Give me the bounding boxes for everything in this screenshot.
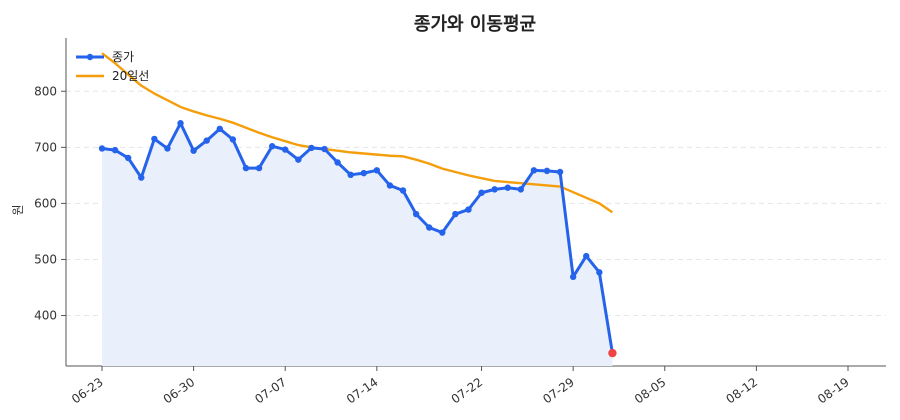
close-point (190, 147, 197, 154)
legend: 종가 20일선 (76, 50, 149, 83)
close-point (295, 156, 302, 163)
y-tick-label: 400 (34, 309, 57, 323)
close-point (203, 137, 210, 144)
y-ticks: 400 500 600 700 800 (34, 84, 66, 323)
legend-label-ma20: 20일선 (112, 69, 149, 83)
close-point (596, 269, 603, 276)
legend-label-close: 종가 (112, 50, 134, 64)
legend-marker-close (86, 53, 94, 61)
close-point (530, 167, 538, 174)
close-point (491, 186, 498, 193)
x-tick-label: 07-14 (344, 375, 381, 406)
close-point (177, 120, 184, 127)
close-point (124, 154, 132, 162)
close-point (412, 210, 420, 218)
close-point (164, 145, 171, 152)
close-point (386, 182, 394, 189)
x-tick-label: 06-23 (69, 375, 106, 406)
close-point (334, 159, 341, 166)
close-point (321, 145, 328, 153)
close-point (543, 167, 551, 175)
close-point (151, 135, 158, 143)
x-tick-label: 08-05 (632, 375, 669, 406)
x-tick-label: 07-22 (449, 375, 486, 406)
x-tick-label: 08-19 (815, 375, 852, 406)
close-point (255, 164, 263, 172)
series-layer (98, 52, 617, 366)
close-point (583, 252, 590, 260)
y-tick-label: 600 (34, 196, 57, 210)
close-point (138, 174, 145, 181)
close-point (478, 189, 485, 196)
x-tick-label: 08-12 (724, 375, 761, 406)
close-point (373, 167, 381, 174)
x-tick-label: 06-30 (161, 375, 198, 406)
close-point (425, 224, 433, 231)
close-point (282, 146, 289, 153)
close-point (242, 164, 250, 172)
close-point (347, 171, 354, 179)
close-point (556, 168, 564, 176)
close-point (308, 144, 315, 152)
chart-title: 종가와 이동평균 (414, 14, 536, 35)
close-point (439, 229, 446, 236)
close-point (360, 169, 367, 177)
x-tick-label: 07-07 (252, 375, 289, 406)
series-line-close (101, 121, 614, 354)
close-point (268, 143, 276, 150)
x-ticks: 06-23 06-30 07-07 07-14 07-22 07-29 08-05 08-12… (69, 366, 852, 406)
y-tick-label: 700 (34, 140, 57, 154)
close-point (399, 187, 407, 194)
y-tick-label: 500 (34, 252, 57, 266)
y-tick-label: 800 (34, 84, 57, 98)
x-tick-label: 07-29 (540, 375, 577, 406)
close-point (216, 125, 223, 133)
series-line-ma20 (101, 52, 614, 214)
close-area (102, 123, 613, 366)
close-point (229, 136, 237, 143)
close-last-point (608, 348, 617, 358)
y-axis-label: 원 (11, 204, 25, 215)
close-point (98, 145, 106, 152)
close-point (452, 210, 459, 218)
close-point (517, 186, 525, 193)
close-point (111, 146, 119, 154)
close-point (465, 206, 472, 213)
close-point (504, 184, 511, 191)
close-point (569, 273, 577, 281)
